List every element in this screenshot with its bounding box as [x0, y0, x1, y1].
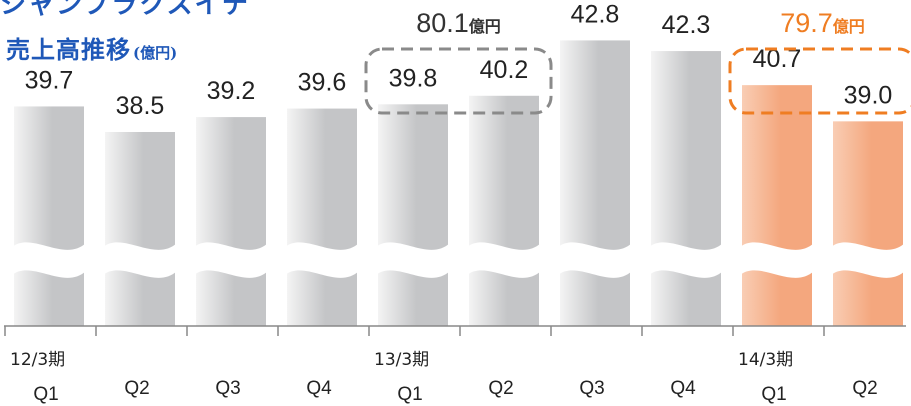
chart-title: 売上高推移 (億円) — [6, 30, 177, 65]
group-box-2 — [728, 47, 911, 115]
category-label-4: Q4 — [306, 378, 332, 399]
chart-unit-label: (億円) — [133, 44, 178, 62]
axis-break-6 — [467, 242, 541, 278]
category-label-10: Q2 — [852, 378, 877, 399]
axis-break-1 — [12, 242, 86, 278]
axis-break-10 — [831, 242, 905, 278]
group-box-1 — [364, 47, 553, 115]
category-label-6: Q2 — [488, 378, 513, 399]
category-label-2: Q2 — [124, 378, 149, 399]
bar-10 — [833, 121, 903, 326]
category-label-1: Q1 — [33, 384, 58, 405]
bar-8 — [651, 51, 721, 327]
axis-break-5 — [376, 242, 450, 278]
bar-3 — [196, 117, 266, 326]
fiscal-year-label-3: 14/3期 — [738, 350, 793, 370]
category-label-9: Q1 — [761, 384, 786, 405]
axis-break-4 — [285, 242, 359, 278]
value-label-8: 42.3 — [662, 11, 711, 39]
value-label-6: 40.2 — [480, 56, 529, 84]
value-label-5: 39.8 — [389, 64, 438, 92]
cut-off-heading: シャンプラクスイテ — [0, 0, 250, 20]
bar-7 — [560, 40, 630, 326]
bar-1 — [14, 106, 84, 326]
bar-2 — [105, 132, 175, 326]
bar-9 — [742, 85, 812, 326]
group-total-1: 80.1億円 — [416, 8, 501, 38]
chart-title-text: 売上高推移 — [6, 35, 131, 64]
fiscal-year-label-1: 12/3期 — [10, 350, 65, 370]
category-label-8: Q4 — [670, 378, 696, 399]
value-label-3: 39.2 — [207, 77, 256, 105]
axis-break-2 — [103, 242, 177, 278]
value-label-10: 39.0 — [844, 81, 893, 109]
bar-6 — [469, 95, 539, 326]
axis-break-3 — [194, 242, 268, 278]
bar-5 — [378, 104, 448, 326]
category-label-7: Q3 — [579, 378, 604, 399]
group-total-2: 79.7億円 — [780, 8, 865, 38]
category-label-3: Q3 — [215, 378, 240, 399]
axis-break-7 — [558, 242, 632, 278]
value-label-4: 39.6 — [298, 69, 347, 97]
axis-break-8 — [649, 242, 723, 278]
bar-4 — [287, 108, 357, 326]
value-label-1: 39.7 — [25, 66, 74, 94]
axis-break-9 — [740, 242, 814, 278]
fiscal-year-label-2: 13/3期 — [374, 350, 429, 370]
value-label-7: 42.8 — [571, 0, 620, 28]
value-label-2: 38.5 — [116, 92, 165, 120]
category-label-5: Q1 — [397, 384, 422, 405]
